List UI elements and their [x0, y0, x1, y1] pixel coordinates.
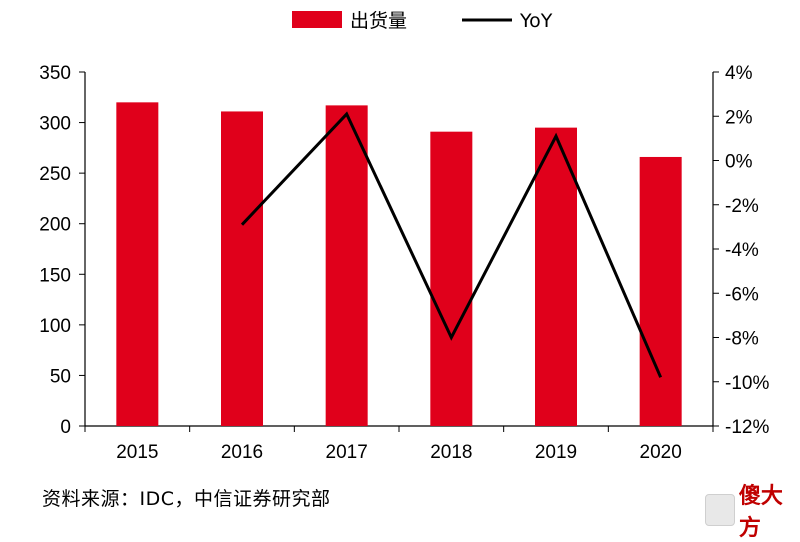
- left-tick-label: 300: [39, 114, 71, 135]
- watermark-text: 傻大方: [739, 478, 800, 542]
- right-tick-label: -2%: [725, 196, 759, 217]
- x-tick-label: 2015: [116, 442, 158, 463]
- bar: [326, 105, 368, 426]
- watermark: 傻大方: [705, 478, 800, 542]
- bar-series: [116, 102, 681, 426]
- bar: [640, 157, 682, 426]
- chart-area: 出货量 YoY 0 50 100 150 200 250 300 350 -12% -10% -8% -…: [0, 0, 800, 531]
- left-tick-label: 150: [39, 265, 71, 286]
- left-tick-label: 350: [39, 63, 71, 84]
- legend-bar-label: 出货量: [350, 10, 407, 32]
- x-tick-label: 2016: [221, 442, 263, 463]
- right-tick-label: -6%: [725, 284, 759, 305]
- legend-bar-swatch: [292, 11, 342, 28]
- x-tick-label: 2017: [326, 442, 368, 463]
- bar: [221, 111, 263, 426]
- right-tick-label: -12%: [725, 417, 769, 438]
- chart-axes: [79, 72, 719, 432]
- bar: [430, 132, 472, 426]
- chart-legend: 出货量 YoY: [292, 10, 553, 32]
- right-tick-label: -8%: [725, 329, 759, 350]
- right-tick-label: -4%: [725, 240, 759, 261]
- right-tick-label: -10%: [725, 373, 769, 394]
- left-tick-label: 250: [39, 164, 71, 185]
- x-tick-label: 2019: [535, 442, 577, 463]
- x-tick-label: 2020: [640, 442, 682, 463]
- left-tick-label: 200: [39, 215, 71, 236]
- right-tick-label: 0%: [725, 152, 753, 173]
- right-tick-label: 4%: [725, 63, 753, 84]
- right-tick-label: 2%: [725, 107, 753, 128]
- left-tick-label: 0: [60, 417, 71, 438]
- source-note: 资料来源：IDC，中信证券研究部: [42, 484, 331, 511]
- bar: [116, 102, 158, 426]
- x-tick-label: 2018: [430, 442, 472, 463]
- watermark-logo-icon: [705, 494, 735, 526]
- legend-line-label: YoY: [519, 10, 553, 32]
- left-tick-label: 50: [50, 366, 71, 387]
- left-tick-label: 100: [39, 316, 71, 337]
